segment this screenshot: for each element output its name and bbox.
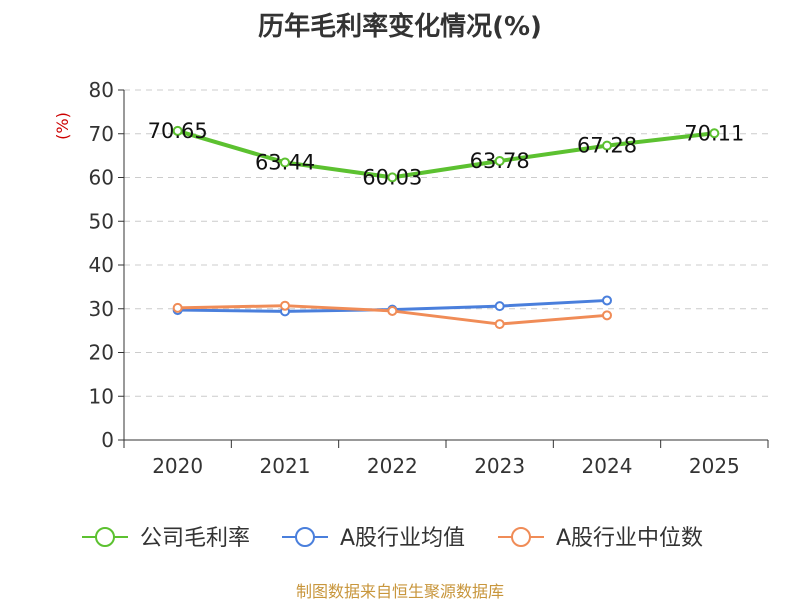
x-tick-label-2020: 2020: [152, 454, 203, 478]
data-label: 67.28: [577, 134, 637, 158]
legend-swatch-marker: [511, 527, 531, 547]
data-label: 70.11: [684, 121, 744, 145]
x-tick-label-2024: 2024: [582, 454, 633, 478]
y-tick-label: 10: [89, 384, 114, 408]
series-line-0: [177, 128, 715, 180]
legend-item-1[interactable]: A股行业均值: [340, 526, 465, 551]
data-label: 63.78: [470, 149, 530, 173]
legend: 公司毛利率 A股行业均值 A股行业中位数: [82, 526, 703, 551]
data-point: [602, 295, 612, 306]
data-label: 63.44: [255, 150, 315, 174]
axis-layer: 0 10 20 30 40 50 60 70 80 2020 2021 2022 2023 2024 202…: [53, 78, 769, 478]
grid-layer: [124, 89, 768, 397]
y-tick-label: 70: [89, 122, 114, 146]
data-point: [172, 125, 183, 136]
data-label-layer: 70.65 63.44 60.03 63.78 67.28 70.11: [148, 119, 745, 189]
legend-swatch-marker: [295, 527, 315, 547]
y-tick-label: 20: [89, 341, 114, 365]
chart-title: 历年毛利率变化情况(%): [258, 12, 542, 42]
y-axis-label: (%): [53, 112, 72, 140]
data-point: [280, 157, 290, 168]
data-label: 60.03: [362, 165, 422, 189]
data-point: [280, 300, 290, 311]
data-point: [387, 172, 398, 183]
data-point: [387, 305, 398, 316]
data-point: [494, 319, 505, 330]
data-point: [602, 310, 612, 321]
y-tick-label: 0: [101, 428, 114, 452]
y-tick-label: 40: [89, 253, 114, 277]
legend-item-2[interactable]: A股行业中位数: [556, 526, 703, 551]
legend-swatch-marker: [95, 527, 115, 547]
data-point: [602, 140, 612, 151]
data-label: 70.65: [148, 119, 208, 143]
x-tick-label-2022: 2022: [367, 454, 418, 478]
y-tick-label: 30: [89, 297, 114, 321]
y-tick-label: 50: [89, 209, 114, 233]
data-point: [494, 155, 505, 166]
data-point: [172, 302, 183, 313]
x-tick-label-2023: 2023: [474, 454, 525, 478]
y-tick-label: 80: [89, 78, 114, 102]
data-source-note: 制图数据来自恒生聚源数据库: [295, 582, 504, 601]
x-tick-label-2025: 2025: [689, 454, 740, 478]
legend-item-0[interactable]: 公司毛利率: [140, 526, 250, 551]
data-point: [494, 301, 505, 312]
data-point: [709, 128, 720, 139]
x-tick-label-2021: 2021: [260, 454, 311, 478]
series-layer: [172, 125, 720, 330]
y-tick-label: 60: [89, 166, 114, 190]
